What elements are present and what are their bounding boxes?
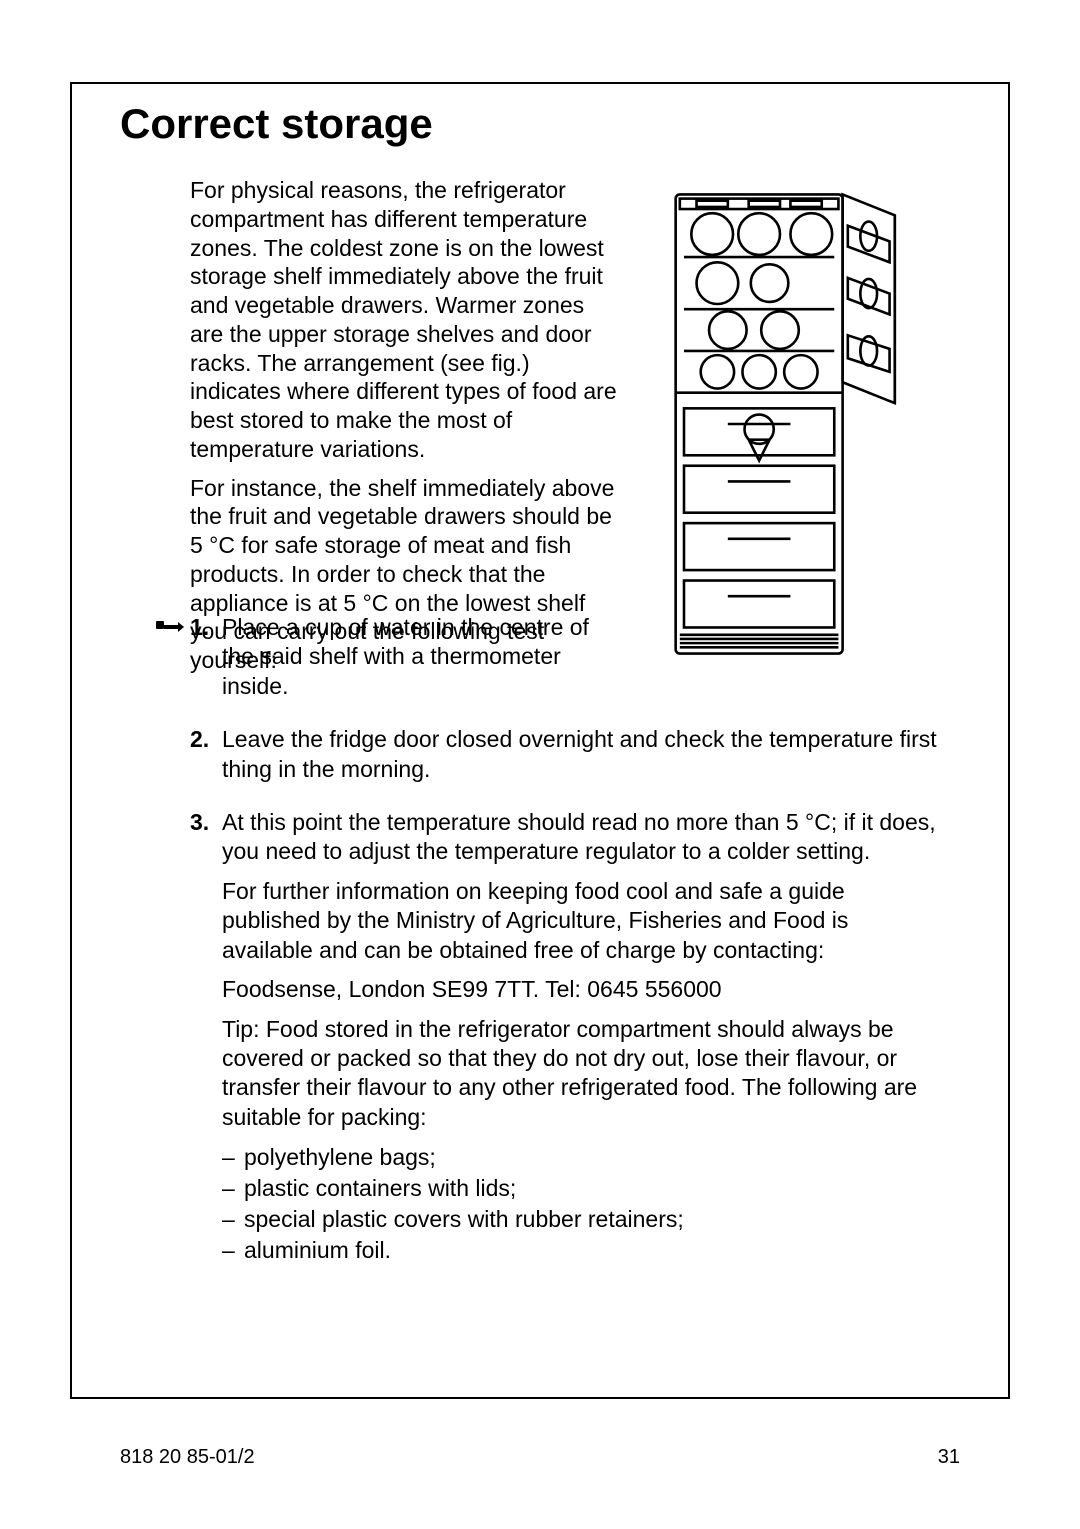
dash-icon: – [222, 1235, 244, 1266]
step-spacer [156, 725, 190, 794]
dash-icon: – [222, 1173, 244, 1204]
step-number: 3. [190, 808, 216, 1267]
step-para-2: For further information on keeping food … [222, 877, 940, 965]
list-text: aluminium foil. [244, 1235, 391, 1266]
intro-paragraph-1: For physical reasons, the refrigerator c… [190, 176, 620, 464]
step-3: 3. At this point the temperature should … [156, 808, 950, 1267]
page-title: Correct storage [120, 100, 950, 148]
step-number: 2. [190, 725, 216, 794]
dash-icon: – [222, 1204, 244, 1235]
step-para-3: Foodsense, London SE99 7TT. Tel: 0645 55… [222, 975, 940, 1004]
steps-list: 1. Place a cup of water in the centre of… [156, 613, 950, 1267]
footer-page-number: 31 [938, 1446, 960, 1469]
packing-list: –polyethylene bags; –plastic containers … [222, 1142, 940, 1266]
list-item: –plastic containers with lids; [222, 1173, 940, 1204]
fridge-figure [650, 176, 950, 685]
step-text: At this point the temperature should rea… [222, 808, 940, 867]
step-2: 2. Leave the fridge door closed overnigh… [156, 725, 950, 794]
hand-pointer-icon [156, 613, 190, 711]
fridge-illustration-icon [650, 184, 910, 664]
list-item: –special plastic covers with rubber reta… [222, 1204, 940, 1235]
page-footer: 818 20 85-01/2 31 [120, 1446, 960, 1469]
step-text: Leave the fridge door closed overnight a… [222, 725, 940, 784]
content-area: Correct storage For physical reasons, th… [80, 70, 1000, 1267]
list-item: –polyethylene bags; [222, 1142, 940, 1173]
step-para-4: Tip: Food stored in the refrigerator com… [222, 1015, 940, 1133]
intro-text: For physical reasons, the refrigerator c… [190, 176, 620, 685]
footer-doc-id: 818 20 85-01/2 [120, 1446, 255, 1469]
step-text: Place a cup of water in the centre of th… [222, 613, 612, 701]
page: Correct storage For physical reasons, th… [0, 0, 1080, 1529]
list-text: polyethylene bags; [244, 1142, 436, 1173]
dash-icon: – [222, 1142, 244, 1173]
intro-row: For physical reasons, the refrigerator c… [130, 176, 950, 685]
list-text: special plastic covers with rubber retai… [244, 1204, 684, 1235]
list-text: plastic containers with lids; [244, 1173, 516, 1204]
step-spacer [156, 808, 190, 1267]
list-item: –aluminium foil. [222, 1235, 940, 1266]
step-number: 1. [190, 613, 216, 711]
